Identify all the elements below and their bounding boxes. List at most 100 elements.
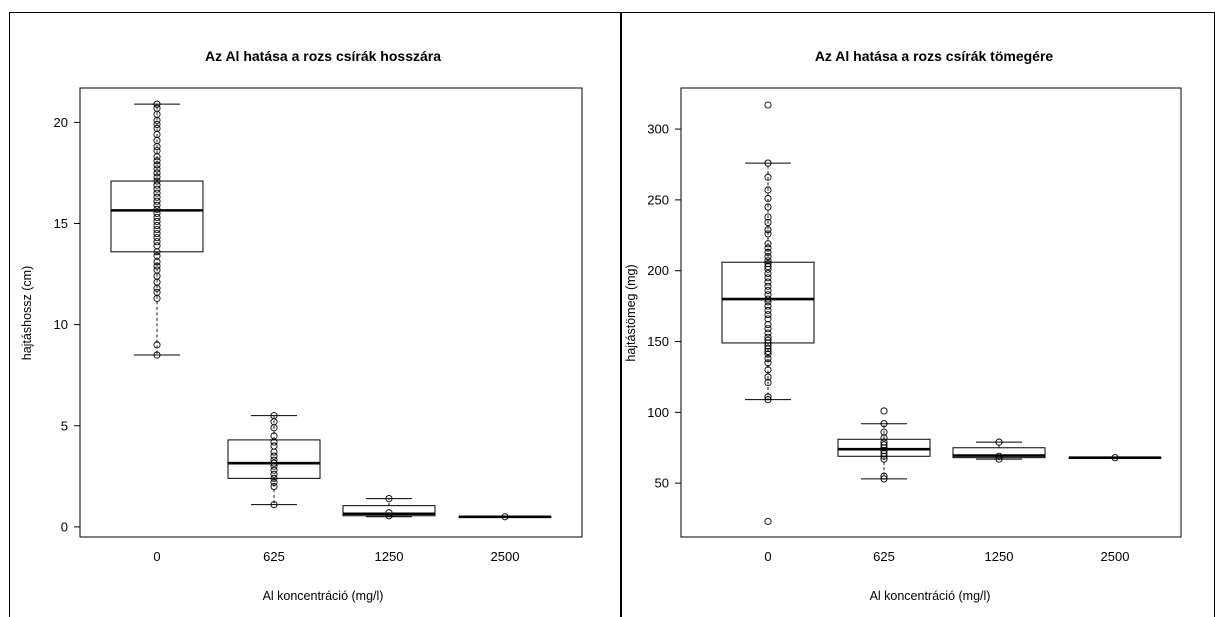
data-point — [880, 441, 888, 449]
data-point — [764, 325, 772, 333]
data-point — [764, 194, 772, 203]
data-point — [153, 181, 161, 189]
data-point — [880, 472, 888, 480]
data-point — [764, 517, 772, 525]
data-point — [764, 265, 772, 273]
figure-border — [9, 12, 1215, 617]
data-point — [764, 359, 772, 367]
data-point — [153, 226, 161, 234]
y-tick-label: 20 — [54, 115, 68, 130]
data-point — [153, 217, 161, 226]
y-tick-label: 150 — [647, 334, 669, 349]
data-point — [153, 197, 161, 205]
data-point — [153, 294, 161, 302]
data-point — [764, 248, 772, 256]
mass-x-axis: 0 625 1250 2500 — [764, 549, 1129, 564]
data-point — [153, 209, 161, 217]
data-point — [270, 462, 278, 470]
data-point — [764, 230, 772, 238]
data-point — [764, 329, 772, 337]
box-1250 — [952, 441, 1046, 460]
mass-x-axis-label: Al koncentráció (mg/l) — [870, 589, 991, 603]
data-point — [764, 159, 772, 167]
data-point — [880, 420, 888, 428]
data-point — [764, 203, 772, 211]
data-point — [153, 238, 161, 246]
data-point — [1111, 454, 1119, 462]
data-point — [153, 221, 161, 230]
data-point — [764, 311, 772, 319]
data-point — [764, 260, 772, 268]
data-point — [153, 230, 161, 238]
mass-y-axis: 50 100 150 200 250 300 — [647, 122, 681, 491]
y-tick-label: 15 — [54, 216, 68, 231]
data-point — [153, 165, 161, 173]
length-plot-area — [79, 87, 583, 538]
data-point — [764, 274, 772, 282]
data-point — [270, 470, 278, 478]
x-tick-label: 625 — [263, 549, 285, 564]
data-point — [764, 253, 772, 261]
data-point — [764, 298, 772, 306]
x-tick-label: 2500 — [491, 549, 520, 564]
length-x-axis-label: Al koncentráció (mg/l) — [263, 589, 384, 603]
data-point — [501, 513, 509, 521]
data-point — [153, 116, 161, 124]
data-point — [270, 478, 278, 486]
length-points — [153, 100, 509, 521]
mass-chart: Az Al hatása a rozs csírák tömegére 50 10… — [624, 48, 1182, 603]
data-point — [153, 205, 161, 213]
data-point — [995, 438, 1003, 446]
x-tick-label: 0 — [764, 549, 771, 564]
data-point — [764, 339, 772, 347]
y-tick-label: 0 — [61, 519, 68, 534]
x-tick-label: 1250 — [985, 549, 1014, 564]
data-point — [153, 161, 161, 169]
data-point — [764, 396, 772, 404]
data-point — [764, 345, 772, 353]
data-point — [153, 153, 161, 161]
data-point — [764, 257, 772, 265]
data-point — [764, 379, 772, 387]
data-point — [764, 213, 772, 221]
data-point — [153, 213, 161, 221]
data-point — [270, 438, 278, 446]
data-point — [880, 449, 888, 457]
data-point — [880, 407, 888, 415]
data-point — [764, 291, 772, 299]
data-point — [153, 189, 161, 197]
y-tick-label: 250 — [647, 192, 669, 207]
data-point — [385, 509, 393, 517]
data-point — [764, 347, 772, 356]
data-point — [270, 501, 278, 509]
length-y-axis: 0 5 10 15 20 — [54, 115, 80, 534]
length-boxes — [110, 103, 552, 519]
length-x-axis: 0 625 1250 2500 — [153, 549, 519, 564]
data-point — [764, 354, 772, 363]
data-point — [153, 258, 161, 266]
mass-plot-area — [680, 87, 1182, 538]
data-point — [153, 169, 161, 177]
x-tick-label: 0 — [153, 549, 160, 564]
data-point — [764, 366, 772, 374]
data-point — [270, 459, 278, 467]
data-point — [880, 438, 888, 446]
data-point — [880, 455, 888, 463]
box-0 — [110, 103, 204, 356]
data-point — [153, 157, 161, 165]
mass-chart-title: Az Al hatása a rozs csírák tömegére — [815, 48, 1054, 64]
data-point — [153, 262, 161, 270]
data-point — [764, 101, 772, 109]
mass-y-axis-label: hajtástömeg (mg) — [624, 264, 638, 361]
data-point — [995, 455, 1003, 463]
data-point — [764, 244, 772, 252]
data-point — [153, 173, 161, 181]
data-point — [153, 177, 161, 185]
data-point — [764, 336, 772, 344]
data-point — [270, 466, 278, 474]
data-point — [270, 448, 278, 456]
data-point — [153, 193, 161, 201]
data-point — [153, 351, 161, 359]
y-tick-label: 5 — [61, 418, 68, 433]
